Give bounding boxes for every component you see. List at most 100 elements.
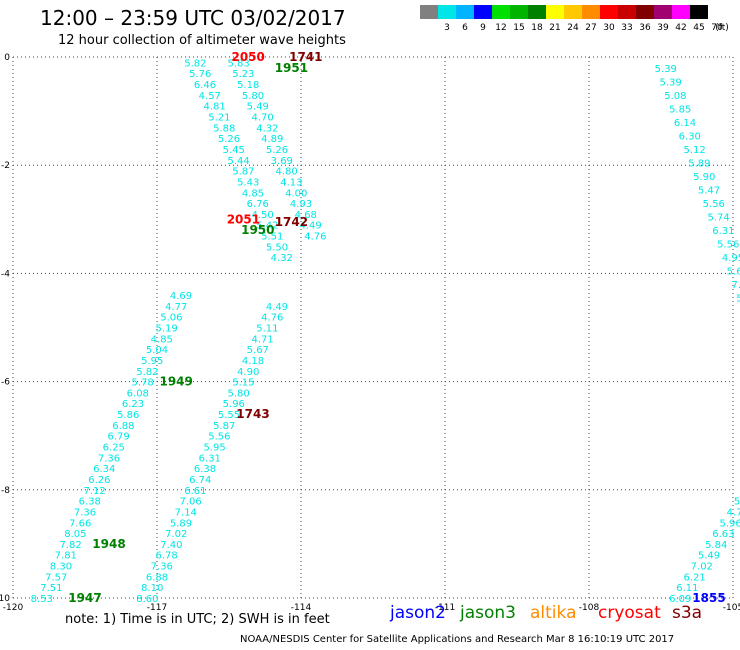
legend-swatch [618,5,636,19]
wave-height-value: 5.66 [727,267,740,278]
legend-label: 18 [531,23,543,33]
wave-height-value: 5.80 [242,91,264,102]
wave-height-value: 5.83 [227,58,249,69]
data-layer: 8.537.517.578.307.817.828.057.667.366.38… [31,50,740,605]
legend-label: 12 [495,23,507,33]
wave-height-value: 5.95 [141,356,163,367]
wave-height-value: 5.89 [170,518,192,529]
wave-height-value: 5.19 [155,324,177,335]
legend-swatch [456,5,474,19]
time-label: 1947 [68,591,101,605]
satellite-altika: altika [530,603,577,623]
wave-height-value: 6.79 [107,432,129,443]
wave-height-value: 4.85 [151,334,173,345]
wave-height-value: 4.89 [261,134,283,145]
wave-height-value: 7.36 [151,562,173,573]
wave-height-value: 5.56 [208,432,230,443]
wave-height-value: 7.02 [165,529,187,540]
wave-height-value: 4.69 [170,291,192,302]
wave-height-value: 4.68 [295,210,317,221]
legend-label: 39 [657,23,669,33]
legend-swatch [528,5,546,19]
wave-height-value: 6.08 [127,388,149,399]
time-label: 1855 [692,591,725,605]
time-label: 1741 [289,50,322,64]
wave-height-value: 6.30 [679,131,701,142]
wave-height-value: 4.76 [261,313,283,324]
wave-height-value: 5.43 [237,177,259,188]
wave-height-value: 5.50 [266,242,288,253]
satellite-jason3: jason3 [460,603,516,623]
wave-height-value: 5.06 [160,313,182,324]
credit-line: NOAA/NESDIS Center for Satellite Applica… [240,634,675,645]
wave-height-value: 4.90 [237,367,259,378]
wave-height-value: 5.56 [703,199,725,210]
wave-height-value: 5.80 [227,388,249,399]
wave-height-value: 4.77 [165,302,187,313]
map-title: 12:00 – 23:59 UTC 03/02/2017 [40,6,346,30]
wave-height-value: 5.39 [659,77,681,88]
wave-height-value: 4.95 [722,253,740,264]
wave-height-value: 3.69 [271,156,293,167]
legend-swatch [492,5,510,19]
wave-height-value: 7.81 [55,551,77,562]
legend-label: 42 [675,23,687,33]
wave-height-value: 6.61 [184,486,206,497]
wave-height-value: 7.66 [69,518,91,529]
legend-swatch [582,5,600,19]
wave-height-value: 6.25 [103,443,125,454]
wave-height-value: 5.51 [261,232,283,243]
wave-height-value: 7.06 [179,497,201,508]
wave-height-value: 6.23 [122,399,144,410]
legend-swatch [474,5,492,19]
wave-height-value: 7.82 [59,540,81,551]
legend-swatch [636,5,654,19]
time-label: 1948 [92,537,125,551]
wave-height-value: 4.81 [203,102,225,113]
wave-height-value: 6.74 [189,475,211,486]
legend-label: 33 [621,23,633,33]
wave-height-value: 4.50 [251,210,273,221]
legend-label: 36 [639,23,651,33]
wave-height-value: 4.57 [199,91,221,102]
legend-label: 30 [603,23,615,33]
wave-height-value: 7.57 [45,572,67,583]
satellite-cryosat: cryosat [598,603,661,623]
wave-height-value: 5.51 [734,497,740,508]
x-tick-label: -108 [579,603,600,613]
wave-height-value: 7.12 [83,486,105,497]
wave-height-value: 5.78 [131,378,153,389]
wave-height-value: 6.38 [194,464,216,475]
wave-height-value: 8.53 [31,594,53,605]
legend-label: 45 [693,23,705,33]
wave-height-value: 5.74 [707,213,729,224]
legend-swatch [420,5,438,19]
wave-height-value: 6.88 [146,572,168,583]
legend-swatch [672,5,690,19]
wave-height-value: 5.18 [237,80,259,91]
wave-height-value: 5.56 [717,240,739,251]
wave-height-value: 5.21 [208,113,230,124]
y-tick-label: 0 [4,53,10,63]
legend-swatch [690,5,708,19]
legend-swatch [654,5,672,19]
wave-height-value: 6.88 [112,421,134,432]
wave-height-value: 5.08 [664,91,686,102]
wave-height-value: 5.49 [247,102,269,113]
wave-height-value: 5.86 [117,410,139,421]
x-tick-label: -111 [435,603,455,613]
wave-height-value: 4.93 [290,199,312,210]
wave-height-value: 5.82 [184,58,206,69]
wave-height-value: 6.46 [194,80,216,91]
wave-height-value: 5.15 [232,378,254,389]
wave-height-value: 6.63 [712,529,734,540]
wave-height-value: 5.42 [256,221,278,232]
wave-height-value: 6.38 [79,497,101,508]
y-tick-label: -8 [1,486,10,496]
wave-height-value: 4.32 [271,253,293,264]
wave-height-value: 5.85 [669,104,691,115]
x-tick-label: -117 [147,603,167,613]
wave-height-value: 7.36 [74,507,96,518]
wave-height-value: 5.90 [736,294,740,305]
y-tick-label: -2 [1,161,10,171]
